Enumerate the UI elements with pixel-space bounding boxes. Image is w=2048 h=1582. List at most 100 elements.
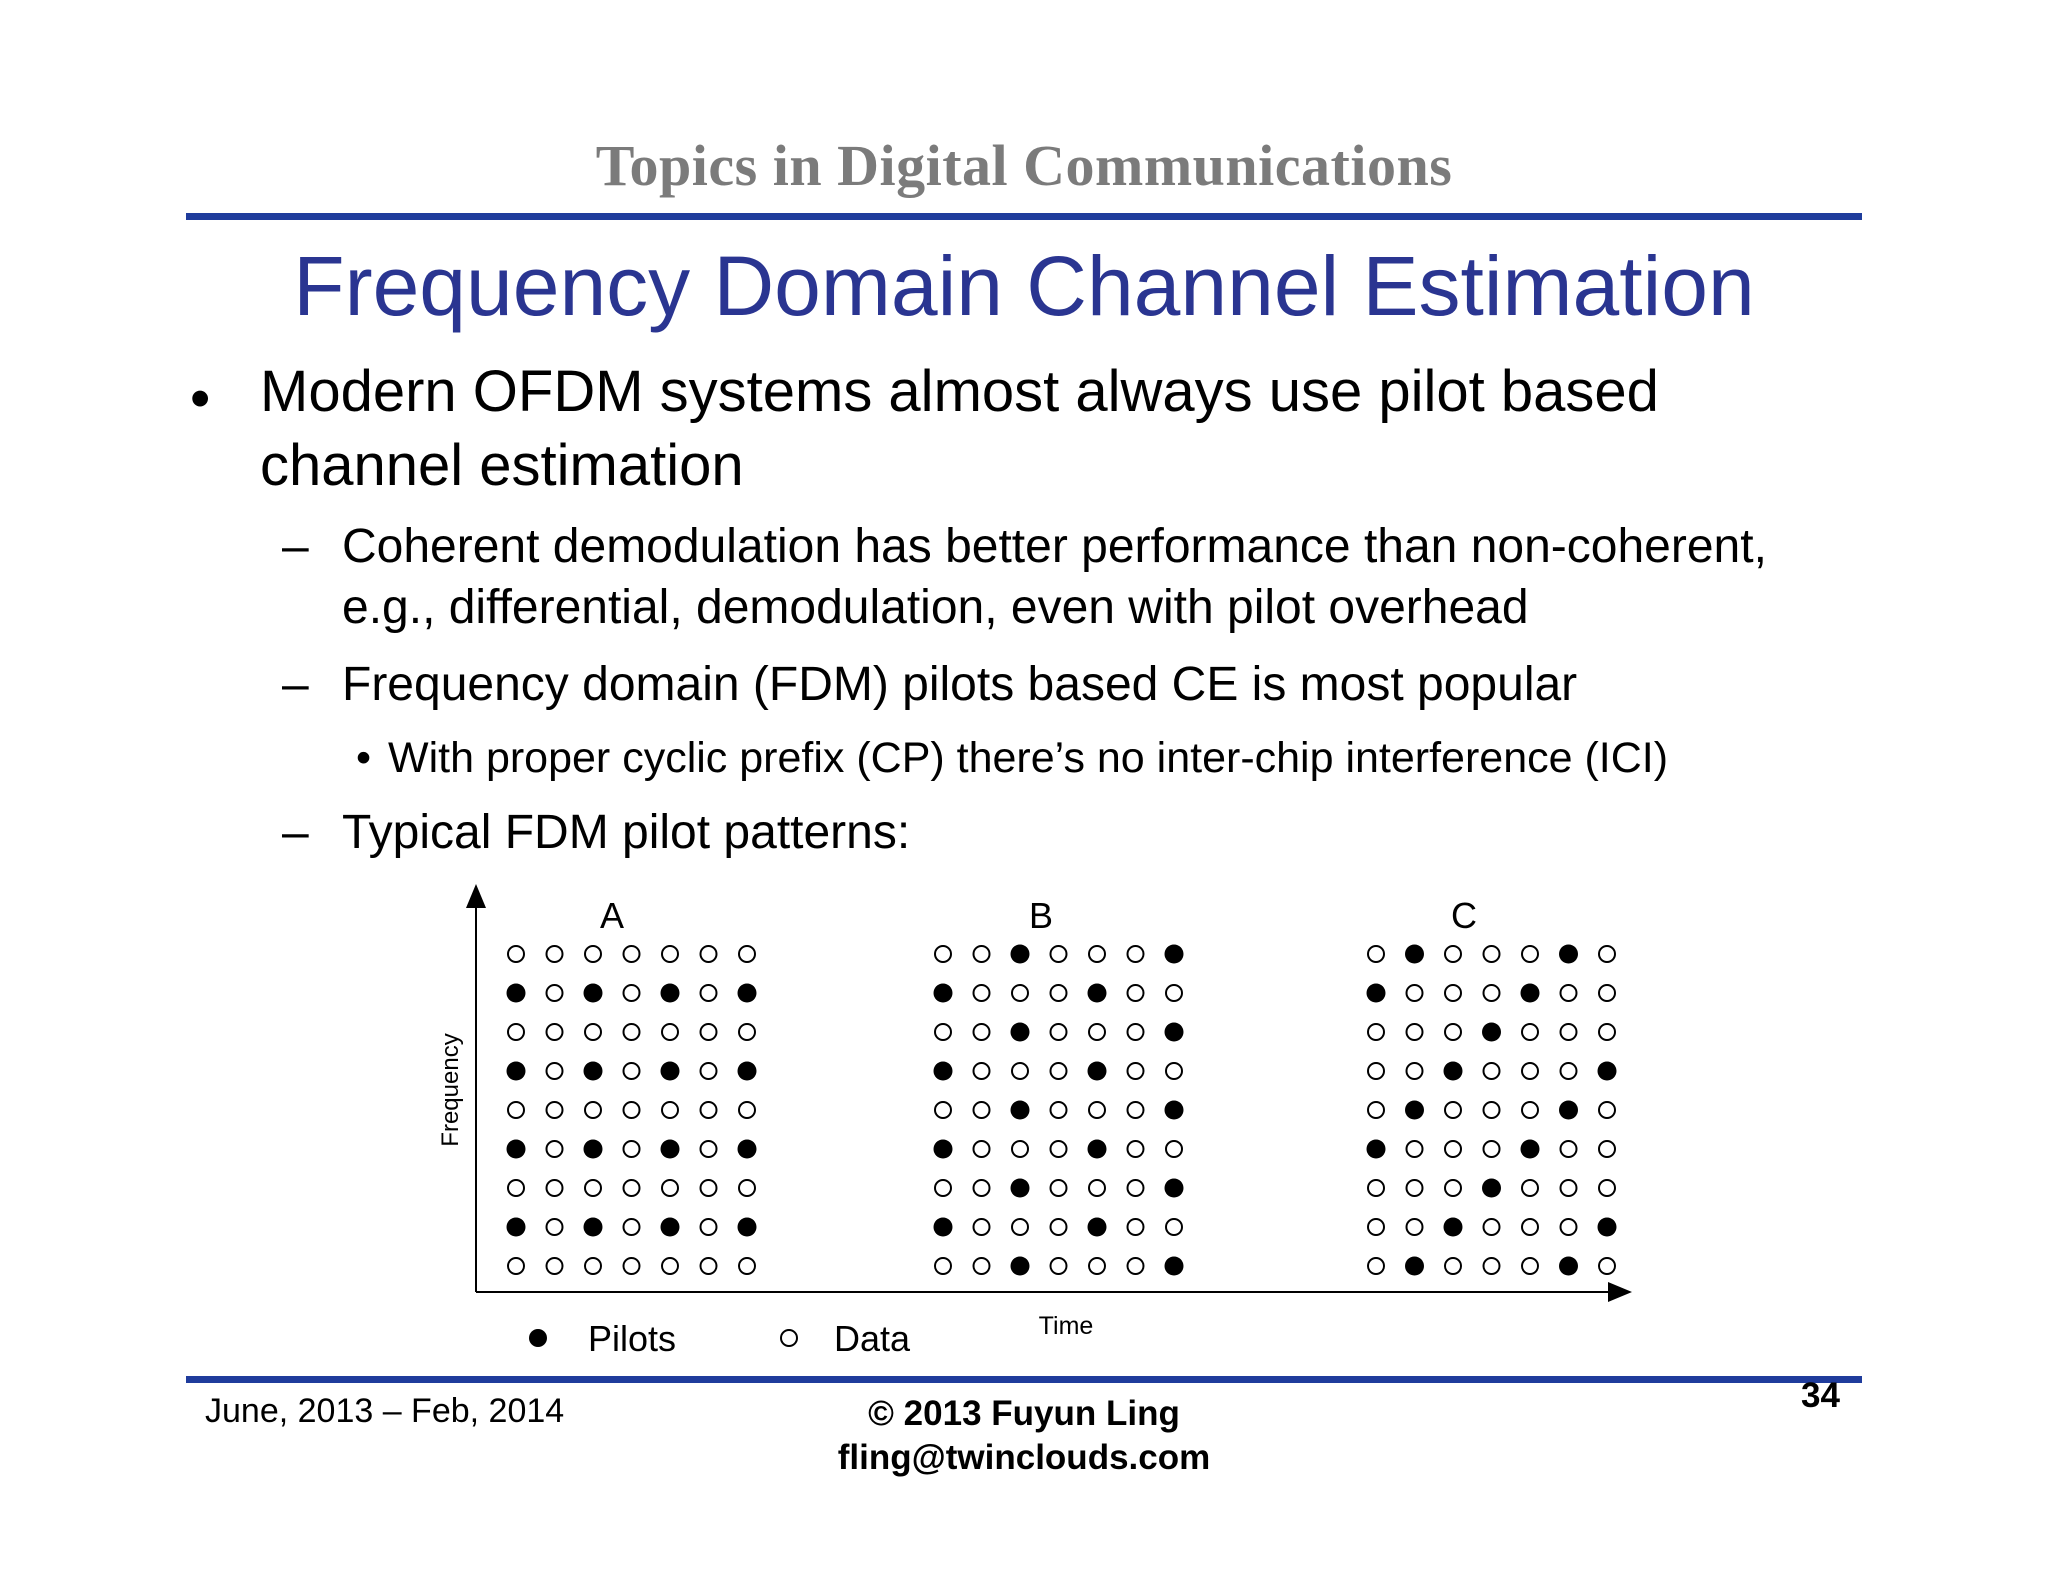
data-symbol (1444, 1140, 1462, 1158)
dash-marker: – (282, 520, 309, 573)
pilot-symbol (1164, 1100, 1184, 1120)
data-symbol (661, 1257, 679, 1275)
data-symbol (1598, 1179, 1616, 1197)
pilot-symbol (737, 1061, 757, 1081)
data-symbol (1049, 984, 1068, 1002)
data-symbol (1444, 1257, 1462, 1275)
data-symbol (1405, 1062, 1424, 1080)
pilot-symbol (1164, 944, 1184, 964)
pilot-pattern-b: B (933, 895, 1184, 1276)
frequency-axis-label: Frequency (437, 1033, 464, 1146)
data-symbol (1405, 1140, 1424, 1158)
data-symbol (584, 1179, 602, 1197)
data-symbol (1088, 945, 1106, 963)
data-symbol (1367, 1257, 1385, 1275)
data-symbol (934, 1179, 952, 1197)
data-symbol (1521, 1101, 1539, 1119)
data-symbol (1165, 1140, 1183, 1158)
pilot-symbol (1010, 1100, 1030, 1120)
data-symbol (1482, 1257, 1501, 1275)
pilot-symbol (1559, 1256, 1578, 1276)
data-symbol (1049, 1062, 1068, 1080)
data-symbol (972, 1023, 991, 1041)
data-symbol (1126, 1257, 1145, 1275)
slide-header: Topics in Digital Communications (595, 133, 1453, 198)
data-symbol (1598, 945, 1616, 963)
data-symbol (1559, 1140, 1578, 1158)
data-symbol (1405, 1218, 1424, 1236)
data-symbol (507, 1179, 525, 1197)
data-symbol (1482, 984, 1501, 1002)
data-symbol (1559, 1218, 1578, 1236)
data-symbol (1088, 1179, 1106, 1197)
data-symbol (1165, 1218, 1183, 1236)
data-symbol (1367, 1062, 1385, 1080)
data-symbol (1088, 1101, 1106, 1119)
data-symbol (699, 1062, 718, 1080)
legend-pilot-marker (529, 1329, 547, 1347)
data-symbol (1559, 1062, 1578, 1080)
data-symbol (1598, 984, 1616, 1002)
pattern-label: A (600, 895, 624, 936)
pilot-symbol (1559, 944, 1578, 964)
pilot-symbol (933, 1139, 953, 1159)
pilot-symbol (1087, 1217, 1107, 1237)
data-symbol (661, 945, 679, 963)
data-symbol (699, 945, 718, 963)
sub-bullet-1-line-2: e.g., differential, demodulation, even w… (342, 581, 1529, 634)
data-symbol (972, 1140, 991, 1158)
pilot-symbol (933, 983, 953, 1003)
pilot-pattern-a: A (506, 895, 757, 1275)
footer-copyright: © 2013 Fuyun Ling (868, 1394, 1180, 1433)
data-symbol (699, 1257, 718, 1275)
pilot-symbol (506, 983, 526, 1003)
pilot-symbol (1443, 1217, 1463, 1237)
data-symbol (1444, 984, 1462, 1002)
pilot-symbol (583, 1139, 603, 1159)
data-symbol (1126, 1218, 1145, 1236)
pilot-patterns-figure: Frequency Time A B C Pilots Data (437, 884, 1632, 1359)
data-symbol (1559, 1179, 1578, 1197)
data-symbol (1482, 1062, 1501, 1080)
data-symbol (1405, 984, 1424, 1002)
data-symbol (1598, 1257, 1616, 1275)
data-symbol (1405, 1023, 1424, 1041)
pilot-symbol (1010, 1022, 1030, 1042)
pilot-symbol (1405, 1100, 1424, 1120)
data-symbol (622, 1023, 641, 1041)
bullet-1-line-2: channel estimation (260, 433, 744, 498)
data-symbol (1559, 1023, 1578, 1041)
data-symbol (699, 1023, 718, 1041)
data-symbol (1482, 1218, 1501, 1236)
data-symbol (699, 1179, 718, 1197)
data-symbol (1521, 945, 1539, 963)
data-symbol (934, 1257, 952, 1275)
pilot-symbol (1366, 1139, 1386, 1159)
data-symbol (1444, 1023, 1462, 1041)
pilot-symbol (583, 1061, 603, 1081)
data-symbol (1367, 1023, 1385, 1041)
data-symbol (1126, 1101, 1145, 1119)
sub-bullet-2: Frequency domain (FDM) pilots based CE i… (342, 658, 1578, 711)
data-symbol (584, 1101, 602, 1119)
pilot-symbol (933, 1217, 953, 1237)
data-symbol (661, 1101, 679, 1119)
data-symbol (622, 1062, 641, 1080)
legend-data-label: Data (834, 1318, 911, 1359)
data-symbol (545, 1218, 564, 1236)
data-symbol (1482, 1101, 1501, 1119)
data-symbol (1011, 984, 1029, 1002)
data-symbol (545, 945, 564, 963)
data-symbol (622, 945, 641, 963)
data-symbol (1367, 1179, 1385, 1197)
data-symbol (1049, 1023, 1068, 1041)
data-symbol (1011, 1062, 1029, 1080)
data-symbol (1482, 1140, 1501, 1158)
footer-divider (186, 1376, 1862, 1383)
data-symbol (584, 945, 602, 963)
data-symbol (1126, 984, 1145, 1002)
data-symbol (1559, 984, 1578, 1002)
pilot-symbol (1010, 944, 1030, 964)
footer-credits: © 2013 Fuyun Ling fling@twinclouds.com (724, 1392, 1324, 1480)
pilot-symbol (506, 1139, 526, 1159)
